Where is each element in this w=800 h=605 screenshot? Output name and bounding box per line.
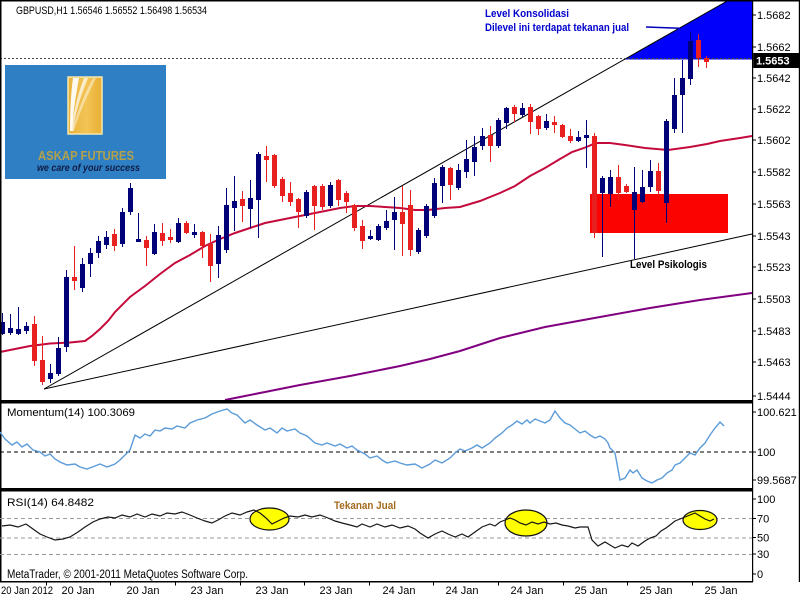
svg-text:1.5682: 1.5682 [757, 10, 791, 22]
svg-text:1.5523: 1.5523 [757, 262, 791, 274]
svg-text:23 Jan: 23 Jan [256, 585, 289, 597]
svg-text:25 Jan: 25 Jan [640, 585, 673, 597]
svg-text:we care of your success: we care of your success [37, 162, 140, 174]
svg-text:1.5563: 1.5563 [757, 199, 791, 211]
svg-text:Level Konsolidasi: Level Konsolidasi [485, 8, 569, 20]
svg-text:Level Psikologis: Level Psikologis [630, 259, 707, 271]
svg-text:24 Jan: 24 Jan [511, 585, 544, 597]
svg-text:Dilevel ini terdapat tekanan j: Dilevel ini terdapat tekanan jual [485, 22, 629, 34]
svg-text:ASKAP FUTURES: ASKAP FUTURES [38, 149, 134, 163]
svg-text:GBPUSD,H1 1.56546 1.56552 1.5: GBPUSD,H1 1.56546 1.56552 1.56498 1.5653… [16, 5, 207, 17]
svg-text:25 Jan: 25 Jan [705, 585, 738, 597]
svg-text:1.5642: 1.5642 [757, 73, 791, 85]
svg-text:23 Jan: 23 Jan [191, 585, 224, 597]
svg-text:1.5463: 1.5463 [757, 357, 791, 369]
svg-text:20 Jan: 20 Jan [62, 585, 95, 597]
svg-text:24 Jan: 24 Jan [446, 585, 479, 597]
svg-text:24 Jan: 24 Jan [383, 585, 416, 597]
svg-text:100.621: 100.621 [757, 407, 797, 419]
svg-text:1.5662: 1.5662 [757, 42, 791, 54]
svg-text:Tekanan Jual: Tekanan Jual [334, 500, 396, 512]
svg-text:23 Jan: 23 Jan [320, 585, 353, 597]
svg-text:1.5483: 1.5483 [757, 326, 791, 338]
svg-text:70: 70 [757, 514, 769, 526]
svg-text:100: 100 [757, 494, 775, 506]
svg-text:20 Jan: 20 Jan [127, 585, 160, 597]
svg-text:99.5687: 99.5687 [757, 475, 797, 487]
svg-text:MetaTrader, © 2001-2011 MetaQu: MetaTrader, © 2001-2011 MetaQuotes Softw… [7, 569, 248, 581]
svg-text:1.5653: 1.5653 [756, 56, 790, 68]
svg-text:30: 30 [757, 549, 769, 561]
svg-text:RSI(14) 64.8482: RSI(14) 64.8482 [7, 497, 94, 509]
svg-text:1.5503: 1.5503 [757, 294, 791, 306]
svg-text:1.5582: 1.5582 [757, 167, 791, 179]
svg-text:25 Jan: 25 Jan [575, 585, 608, 597]
svg-text:0: 0 [757, 569, 763, 581]
svg-text:20 Jan 2012: 20 Jan 2012 [1, 585, 53, 597]
svg-text:50: 50 [757, 533, 769, 545]
svg-text:1.5444: 1.5444 [757, 391, 791, 403]
svg-text:100: 100 [757, 447, 775, 459]
svg-text:1.5602: 1.5602 [757, 135, 791, 147]
svg-text:1.5543: 1.5543 [757, 231, 791, 243]
svg-text:Momentum(14) 100.3069: Momentum(14) 100.3069 [7, 407, 135, 419]
svg-text:1.5622: 1.5622 [757, 104, 791, 116]
